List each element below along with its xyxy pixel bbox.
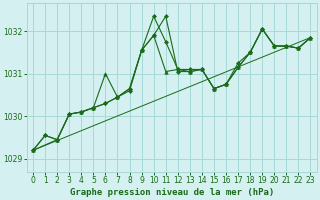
- X-axis label: Graphe pression niveau de la mer (hPa): Graphe pression niveau de la mer (hPa): [70, 188, 274, 197]
